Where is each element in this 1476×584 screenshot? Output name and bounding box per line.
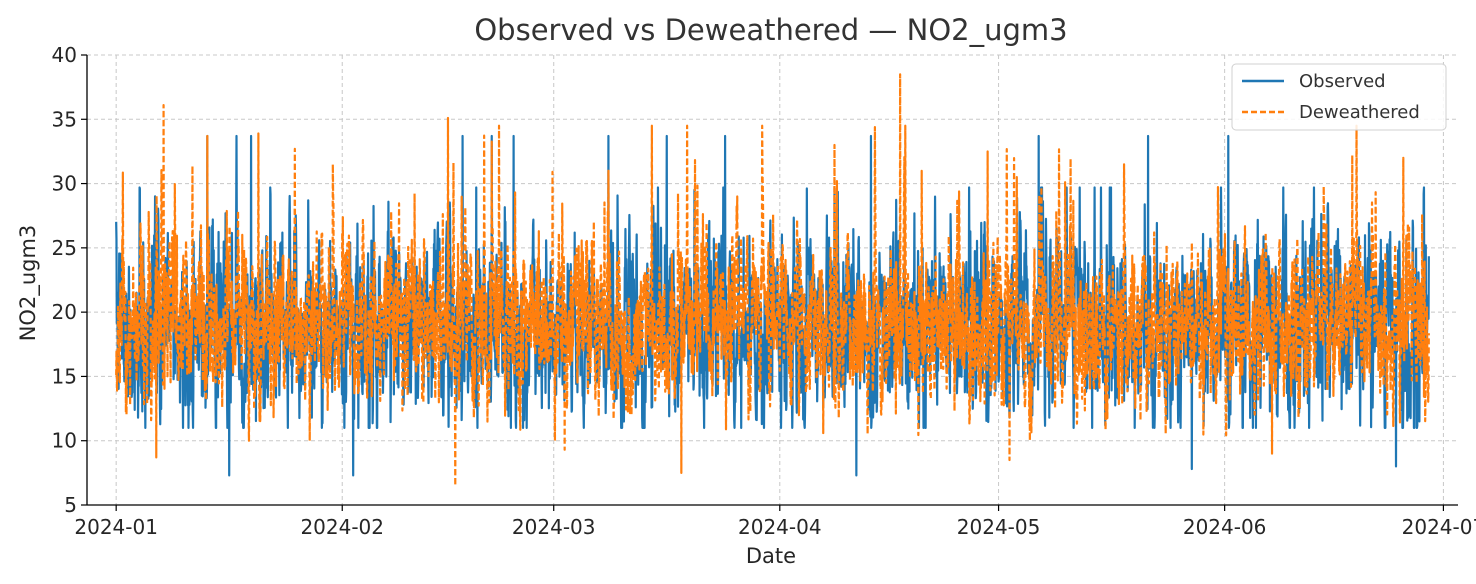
chart-title: Observed vs Deweathered — NO2_ugm3: [474, 13, 1067, 47]
legend-label-deweathered: Deweathered: [1299, 102, 1420, 123]
x-tick-label: 2024-02: [300, 515, 384, 539]
y-tick-label: 20: [52, 300, 77, 324]
legend-box: [1231, 63, 1447, 131]
legend-label-observed: Observed: [1299, 71, 1386, 92]
y-tick-label: 15: [52, 364, 77, 388]
y-tick-label: 10: [52, 429, 77, 453]
legend: Observed Deweathered: [1231, 63, 1447, 131]
x-tick-label: 2024-03: [512, 515, 596, 539]
plot-area: [115, 73, 1430, 487]
x-tick-label: 2024-07: [1402, 515, 1476, 539]
x-axis-label: Date: [746, 544, 796, 568]
y-tick-label: 40: [52, 43, 77, 67]
series-lines: [115, 73, 1430, 487]
x-tick-label: 2024-06: [1183, 515, 1267, 539]
x-tick-label: 2024-05: [957, 515, 1041, 539]
y-tick-label: 25: [52, 236, 77, 260]
series-line-deweathered: [115, 73, 1430, 487]
y-tick-label: 30: [52, 172, 77, 196]
axes: 5 10 15 20 25 30 35 40 2024-01 2024-02 2024-03 2024…: [52, 43, 1476, 539]
y-tick-label: 5: [64, 493, 77, 517]
x-tick-label: 2024-01: [74, 515, 158, 539]
y-tick-label: 35: [52, 107, 77, 131]
y-axis-label: NO2_ugm3: [16, 225, 41, 342]
x-tick-label: 2024-04: [738, 515, 822, 539]
